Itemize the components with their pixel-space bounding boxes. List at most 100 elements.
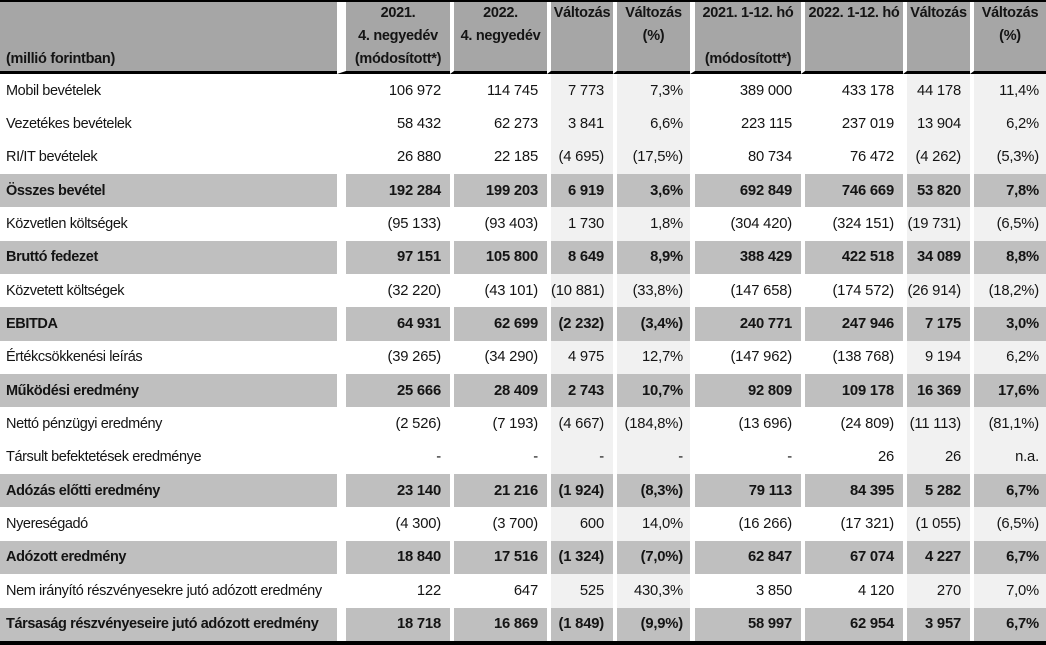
value-cell: 746 669	[801, 174, 903, 208]
row-label: RI/IT bevételek	[6, 149, 98, 166]
value-cell: 7,3%	[613, 74, 690, 108]
header-line: Változás	[553, 5, 611, 21]
value-cell: (18,2%)	[970, 274, 1046, 308]
value-cell: -	[547, 440, 613, 475]
value-cell: (2 526)	[337, 407, 450, 441]
value-cell: (39 265)	[337, 340, 450, 375]
value-cell: 7 773	[547, 74, 613, 108]
value-cell: 58 432	[337, 107, 450, 141]
value-cell: 53 820	[903, 174, 970, 208]
value-cell: 389 000	[690, 74, 801, 108]
value-cell: 14,0%	[613, 507, 690, 541]
value-cell: (4 300)	[337, 507, 450, 541]
value-cell: 22 185	[450, 140, 547, 175]
row-label: Bruttó fedezet	[0, 240, 337, 275]
row-label: Adózott eredmény	[0, 540, 337, 575]
value-cell: (7 193)	[450, 407, 547, 441]
header-line	[974, 48, 1046, 71]
value-cell: 18 840	[337, 540, 450, 575]
value-cell: (1 324)	[547, 540, 613, 575]
value-cell: 84 395	[801, 474, 903, 508]
header-line	[907, 25, 970, 48]
header-line	[805, 48, 903, 71]
value-cell: 62 699	[450, 307, 547, 341]
value-cell: (8,3%)	[613, 474, 690, 508]
value-cell: (19 731)	[903, 207, 970, 241]
value-cell: (147 658)	[690, 274, 801, 308]
header-line	[695, 25, 801, 48]
value-cell: 4 120	[801, 574, 903, 608]
value-cell: (174 572)	[801, 274, 903, 308]
row-label: Nettó pénzügyi eredmény	[6, 416, 163, 433]
value-cell: (81,1%)	[970, 407, 1046, 441]
table-row: Társult befektetések eredménye - - - - -26 26 n…	[0, 440, 1046, 475]
value-cell: 106 972	[337, 74, 450, 108]
header-line	[805, 25, 903, 48]
value-cell: (95 133)	[337, 207, 450, 241]
value-cell: 64 931	[337, 307, 450, 341]
value-cell: 7,0%	[970, 574, 1046, 608]
value-cell: 6,7%	[970, 607, 1046, 641]
value-cell: (33,8%)	[613, 274, 690, 308]
value-cell: 199 203	[450, 174, 547, 208]
value-cell: 692 849	[690, 174, 801, 208]
value-cell: 62 954	[801, 607, 903, 641]
value-cell: 223 115	[690, 107, 801, 141]
header-line: (módosított*)	[704, 51, 792, 67]
value-cell: 240 771	[690, 307, 801, 341]
value-cell: 8 649	[547, 240, 613, 275]
value-cell: (13 696)	[690, 407, 801, 441]
value-cell: (9,9%)	[613, 607, 690, 641]
value-cell: 11,4%	[970, 74, 1046, 108]
value-cell: 80 734	[690, 140, 801, 175]
value-cell: 9 194	[903, 340, 970, 375]
value-cell: 25 666	[337, 374, 450, 408]
column-header-label: (millió forintban)	[0, 2, 337, 74]
row-label: Működési eredmény	[0, 374, 337, 408]
value-cell: (7,0%)	[613, 540, 690, 575]
value-cell: 26 880	[337, 140, 450, 175]
header-line: 2022.	[483, 5, 518, 21]
value-cell: 62 273	[450, 107, 547, 141]
header-line: 4. negyedév	[460, 28, 541, 44]
value-cell: (93 403)	[450, 207, 547, 241]
header-line	[907, 48, 970, 71]
column-header-change-q: Változás	[547, 2, 613, 74]
header-line: 2021. 1-12. hó	[702, 5, 794, 21]
value-cell: 1,8%	[613, 207, 690, 241]
value-cell: (43 101)	[450, 274, 547, 308]
table-row: Adózás előtti eredmény 23 140 21 216 (1 924…	[0, 474, 1046, 508]
table-row: Közvetlen költségek (95 133) (93 403) 1 730…	[0, 207, 1046, 241]
value-cell: (184,8%)	[613, 407, 690, 441]
value-cell: (1 055)	[903, 507, 970, 541]
value-cell: 3,6%	[613, 174, 690, 208]
value-cell: 6,2%	[970, 107, 1046, 141]
header-line: Változás	[910, 5, 967, 21]
value-cell: 28 409	[450, 374, 547, 408]
row-label: Nem irányító részvényesekre jutó adózott…	[6, 582, 322, 599]
value-cell: (4 667)	[547, 407, 613, 441]
header-line: Változás	[981, 5, 1039, 21]
value-cell: (17,5%)	[613, 140, 690, 175]
header-line	[617, 48, 690, 71]
header-line: 4. negyedév	[358, 28, 438, 44]
table-row: EBITDA 64 931 62 699 (2 232) (3,4%) 240 771 24…	[0, 307, 1046, 341]
value-cell: 21 216	[450, 474, 547, 508]
value-cell: 6,2%	[970, 340, 1046, 375]
value-cell: 12,7%	[613, 340, 690, 375]
column-header-change-fy: Változás	[903, 2, 970, 74]
value-cell: 525	[547, 574, 613, 608]
value-cell: 3 841	[547, 107, 613, 141]
value-cell: (138 768)	[801, 340, 903, 375]
value-cell: 114 745	[450, 74, 547, 108]
value-cell: 430,3%	[613, 574, 690, 608]
value-cell: (3,4%)	[613, 307, 690, 341]
row-label: Társaság részvényeseire jutó adózott ere…	[0, 607, 337, 641]
value-cell: 388 429	[690, 240, 801, 275]
column-header-fy-2022: 2022. 1-12. hó	[801, 2, 903, 74]
value-cell: 3 957	[903, 607, 970, 641]
table-row: Nem irányító részvényesekre jutó adózott…	[0, 574, 1046, 608]
value-cell: 3,0%	[970, 307, 1046, 341]
value-cell: 18 718	[337, 607, 450, 641]
value-cell: 6,7%	[970, 540, 1046, 575]
